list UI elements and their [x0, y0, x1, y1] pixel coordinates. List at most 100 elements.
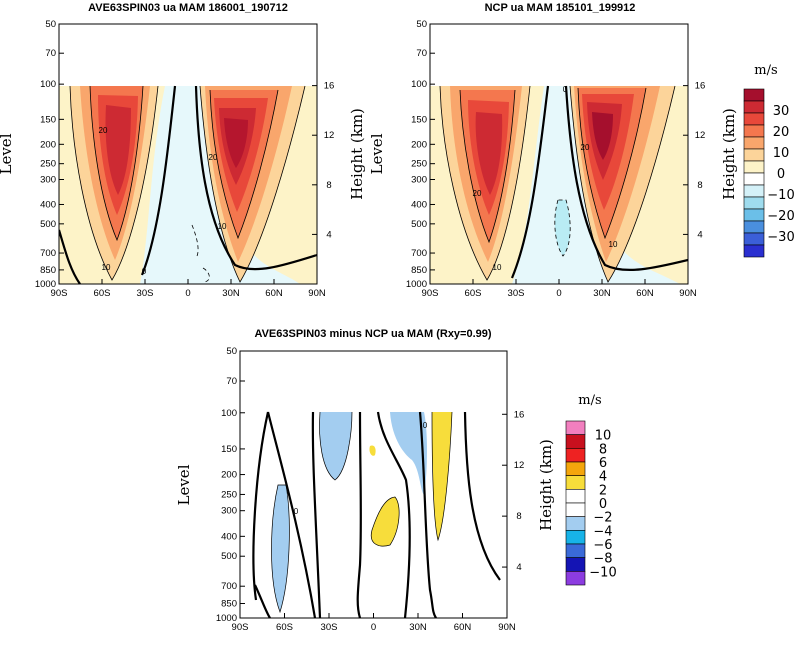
colorbar-label: 10 — [773, 146, 790, 161]
neg-contour-1 — [554, 199, 571, 257]
neg-contour-2 — [202, 267, 210, 283]
contour-label: 0 — [423, 421, 428, 430]
pos-contour-1 — [431, 411, 453, 542]
zero-line-polar — [59, 229, 81, 284]
y-tick-label: 250 — [221, 489, 237, 500]
x-tick-label: 90S — [51, 288, 68, 299]
y-tick-label: 700 — [411, 248, 427, 259]
colorbar-label: −20 — [767, 209, 794, 224]
y-tick-label: 400 — [411, 199, 427, 210]
nh-jet-max — [224, 118, 248, 168]
y-tick-label: 300 — [40, 175, 56, 186]
contour-label: 0 — [142, 267, 147, 276]
colorbar-label: −8 — [593, 552, 612, 567]
panel-right: NCP ua MAM 185101_199912 20 — [368, 2, 738, 299]
y-tick-label: 150 — [411, 114, 427, 125]
colorbar-swatch — [565, 434, 586, 449]
colorbar-swatch — [565, 571, 586, 586]
x-tick-label: 0 — [556, 288, 561, 299]
x-tick-label: 0 — [371, 622, 376, 633]
contour-fill-neg — [140, 86, 300, 284]
y2-tick-label: 12 — [514, 460, 525, 471]
colorbar-swatch — [565, 516, 586, 531]
colorbar-swatch — [743, 136, 765, 150]
colorbar-swatch — [565, 489, 586, 504]
x-tick-label: 30N — [222, 288, 240, 299]
contour-fill-neg — [512, 86, 680, 284]
y-tick-label: 50 — [416, 19, 427, 30]
colorbar-swatch — [743, 196, 765, 210]
x-tick-label: 90S — [422, 288, 439, 299]
colorbar-label: −2 — [593, 511, 612, 526]
y2-tick-label: 4 — [516, 562, 521, 573]
colorbar-swatch — [743, 112, 765, 126]
colorbar-top: m/s 30 20 10 0 −10 −20 −30 — [743, 63, 795, 258]
colorbar-top-units: m/s — [754, 63, 777, 78]
panel-bottom-ylabel: Level — [175, 464, 193, 505]
y2-tick-label: 8 — [697, 180, 702, 191]
y-tick-label: 150 — [221, 444, 237, 455]
colorbar-swatch — [565, 420, 586, 435]
y-tick-label: 400 — [221, 531, 237, 542]
contour-label: 0 — [563, 85, 568, 94]
y-tick-label: 850 — [411, 265, 427, 276]
panel-bottom: AVE63SPIN03 minus NCP ua MAM (Rxy=0.99) — [175, 328, 555, 633]
colorbar-label: 30 — [773, 104, 790, 119]
y-tick-label: 50 — [226, 346, 237, 357]
contour-label: 10 — [218, 222, 227, 231]
zero-line-2 — [266, 411, 317, 618]
zero-line-3 — [311, 411, 322, 618]
contour-label: 20 — [209, 153, 218, 162]
sh-jet-core — [475, 112, 503, 195]
y-tick-label: 100 — [40, 79, 56, 90]
y2-tick-label: 8 — [516, 511, 521, 522]
contour-line-nh-20 — [577, 87, 647, 240]
colorbar-swatch — [743, 244, 765, 258]
contour-line-sh-20 — [89, 85, 144, 242]
diff-neg-4 — [390, 412, 427, 495]
colorbar-swatch — [565, 557, 586, 572]
panel-bottom-field — [240, 411, 507, 618]
y-tick-label: 200 — [40, 139, 56, 150]
contour-label: 20 — [473, 189, 482, 198]
x-tick-label: 30S — [137, 288, 154, 299]
colorbar-swatch — [743, 184, 765, 198]
y-tick-label: 500 — [221, 551, 237, 562]
x-tick-label: 60S — [94, 288, 111, 299]
zero-line-sh — [510, 85, 550, 279]
y-tick-label: 700 — [40, 248, 56, 259]
panel-left-y2label: Height (km) — [348, 108, 366, 200]
colorbar-swatch — [565, 530, 586, 545]
y-tick-label: 70 — [226, 376, 237, 387]
panel-left: AVE63SPIN03 ua MAM 186001_190712 — [0, 2, 366, 299]
colorbar-bottom-units: m/s — [578, 393, 601, 408]
colorbar-swatch — [743, 232, 765, 246]
x-tick-label: 90S — [232, 622, 249, 633]
diff-neg-3 — [319, 412, 352, 480]
panel-left-ylabel: Level — [0, 133, 15, 174]
y-tick-label: 100 — [411, 79, 427, 90]
zero-line-6 — [418, 411, 437, 618]
y2-tick-label: 12 — [324, 130, 335, 141]
colorbar-label: 20 — [773, 125, 790, 140]
zero-line-7 — [463, 411, 501, 581]
colorbar-swatch — [565, 461, 586, 476]
sh-jet-core — [105, 105, 131, 195]
colorbar-label: −30 — [767, 230, 794, 245]
y2-tick-label: 4 — [326, 229, 331, 240]
colorbar-swatch — [565, 475, 586, 490]
diff-neg-5 — [271, 485, 290, 612]
panel-right-field — [430, 85, 688, 284]
x-tick-label: 90N — [679, 288, 697, 299]
x-tick-label: 30N — [409, 622, 427, 633]
panel-right-ylabel: Level — [368, 133, 386, 174]
zero-line-8 — [254, 584, 271, 618]
x-tick-label: 90N — [498, 622, 516, 633]
colorbar-swatch — [743, 160, 765, 174]
colorbar-swatch — [565, 448, 586, 463]
contour-line-nh-10 — [569, 85, 676, 283]
